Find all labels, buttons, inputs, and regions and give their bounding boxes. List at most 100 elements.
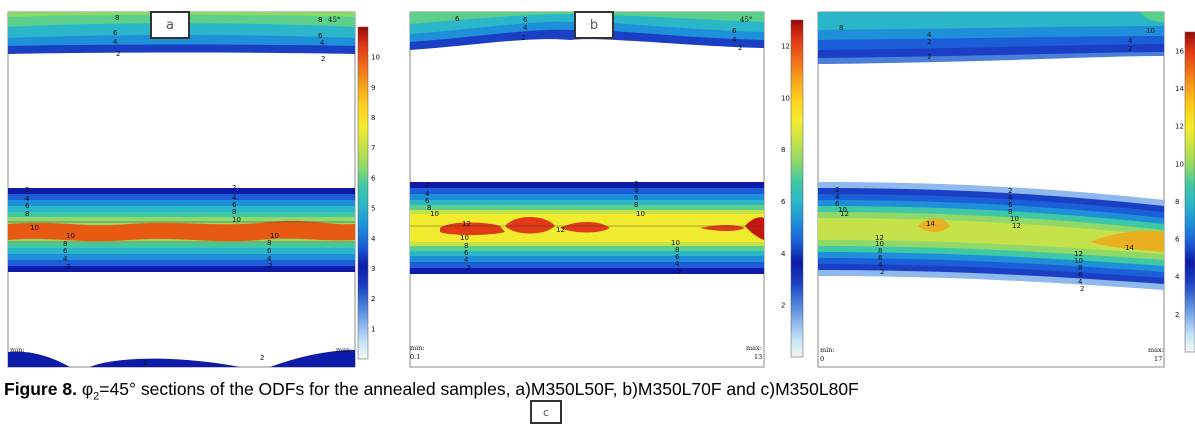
panel-c-middle-band bbox=[818, 182, 1164, 290]
svg-text:10: 10 bbox=[636, 210, 645, 218]
panel-a-max-label: max: bbox=[336, 346, 352, 354]
svg-text:4: 4 bbox=[25, 195, 30, 203]
svg-text:4: 4 bbox=[927, 31, 932, 39]
svg-text:10: 10 bbox=[430, 210, 439, 218]
svg-text:14: 14 bbox=[1125, 244, 1134, 252]
colorbar-tick-label: 7 bbox=[371, 144, 375, 152]
svg-text:2: 2 bbox=[1080, 285, 1084, 293]
colorbar-tick-label: 12 bbox=[1175, 123, 1184, 131]
svg-text:4: 4 bbox=[464, 256, 469, 264]
svg-text:2: 2 bbox=[738, 44, 742, 52]
colorbar-tick-label: 1 bbox=[371, 325, 375, 333]
svg-text:12: 12 bbox=[1012, 222, 1021, 230]
svg-text:2: 2 bbox=[321, 55, 325, 63]
svg-text:6: 6 bbox=[1008, 201, 1013, 209]
panel-a-angle: 45° bbox=[328, 16, 340, 24]
svg-text:6: 6 bbox=[878, 254, 883, 262]
svg-text:8: 8 bbox=[878, 247, 882, 255]
svg-text:8: 8 bbox=[267, 239, 271, 247]
svg-text:4: 4 bbox=[425, 190, 430, 198]
panel-a-bottom-band bbox=[8, 350, 355, 367]
panel-c-label: c bbox=[530, 400, 562, 424]
svg-text:8: 8 bbox=[675, 246, 679, 254]
svg-text:2: 2 bbox=[880, 268, 884, 276]
panel-c-colorbar: 2 4 6 8 10 12 14 16 bbox=[1175, 31, 1195, 353]
svg-text:6: 6 bbox=[25, 202, 30, 210]
svg-text:6: 6 bbox=[634, 194, 639, 202]
svg-text:10: 10 bbox=[270, 232, 279, 240]
svg-text:6: 6 bbox=[732, 27, 737, 35]
panel-c-max-label: max: bbox=[1148, 346, 1164, 354]
colorbar-tick-label: 2 bbox=[371, 295, 375, 303]
panel-b-label: b bbox=[574, 11, 614, 39]
svg-text:6: 6 bbox=[267, 247, 272, 255]
svg-text:4: 4 bbox=[267, 255, 272, 263]
svg-text:12: 12 bbox=[462, 220, 471, 228]
colorbar-tick-label: 8 bbox=[1175, 198, 1179, 206]
svg-text:10: 10 bbox=[66, 232, 75, 240]
panel-a-middle-band bbox=[8, 188, 355, 272]
colorbar-tick-label: 6 bbox=[1175, 236, 1180, 244]
svg-text:8: 8 bbox=[318, 16, 322, 24]
panel-a-label: a bbox=[150, 11, 190, 39]
panel-c-min-value: 0 bbox=[820, 355, 824, 363]
colorbar-tick-label: 6 bbox=[781, 198, 786, 206]
panel-c-min-label: min: bbox=[820, 346, 835, 354]
svg-text:4: 4 bbox=[63, 255, 68, 263]
caption-subscript: 2 bbox=[93, 390, 100, 403]
svg-text:6: 6 bbox=[113, 29, 118, 37]
svg-text:2: 2 bbox=[927, 53, 931, 61]
svg-text:8: 8 bbox=[232, 208, 236, 216]
svg-text:8: 8 bbox=[1008, 208, 1012, 216]
svg-text:4: 4 bbox=[1078, 278, 1083, 286]
svg-text:2: 2 bbox=[521, 34, 525, 42]
svg-text:10: 10 bbox=[232, 216, 241, 224]
colorbar-tick-label: 4 bbox=[781, 250, 786, 258]
svg-text:2: 2 bbox=[927, 38, 931, 46]
svg-text:6: 6 bbox=[675, 253, 680, 261]
colorbar-tick-label: 2 bbox=[781, 302, 785, 310]
svg-text:6: 6 bbox=[425, 197, 430, 205]
svg-text:4: 4 bbox=[113, 38, 118, 46]
svg-text:4: 4 bbox=[1008, 194, 1013, 202]
colorbar-tick-label: 9 bbox=[371, 84, 375, 92]
svg-text:6: 6 bbox=[1078, 271, 1083, 279]
svg-text:10: 10 bbox=[1010, 215, 1019, 223]
svg-text:2: 2 bbox=[634, 180, 638, 188]
svg-text:4: 4 bbox=[523, 24, 528, 32]
svg-text:4: 4 bbox=[675, 260, 680, 268]
colorbar-tick-label: 10 bbox=[371, 54, 380, 62]
colorbar-tick-label: 4 bbox=[371, 235, 376, 243]
svg-text:2: 2 bbox=[677, 268, 681, 276]
svg-text:10: 10 bbox=[875, 240, 884, 248]
caption-text: =45° sections of the ODFs for the anneal… bbox=[99, 379, 859, 399]
panel-b-max-label: max: bbox=[746, 344, 762, 352]
colorbar-tick-label: 10 bbox=[781, 94, 790, 102]
panel-b-angle: 45° bbox=[740, 16, 752, 24]
svg-text:6: 6 bbox=[232, 201, 237, 209]
panel-a-min-label: min: bbox=[10, 346, 25, 354]
svg-text:6: 6 bbox=[464, 249, 469, 257]
panel-b-max-value: 13 bbox=[754, 353, 762, 361]
svg-text:2: 2 bbox=[232, 184, 236, 192]
svg-text:8: 8 bbox=[839, 24, 843, 32]
svg-text:4: 4 bbox=[320, 39, 325, 47]
panel-c-top-band bbox=[818, 12, 1164, 64]
figure-caption: Figure 8. φ2=45° sections of the ODFs fo… bbox=[4, 378, 1192, 403]
svg-text:10: 10 bbox=[1074, 257, 1083, 265]
svg-text:10: 10 bbox=[460, 234, 469, 242]
svg-text:8: 8 bbox=[1078, 264, 1082, 272]
colorbar-tick-label: 8 bbox=[371, 114, 375, 122]
svg-text:2: 2 bbox=[835, 186, 839, 194]
colorbar-tick-label: 5 bbox=[371, 205, 375, 213]
svg-text:10: 10 bbox=[838, 206, 847, 214]
svg-text:10: 10 bbox=[671, 239, 680, 247]
caption-label: Figure 8. bbox=[4, 379, 77, 399]
svg-text:2: 2 bbox=[466, 264, 470, 272]
svg-text:10: 10 bbox=[1146, 27, 1155, 35]
